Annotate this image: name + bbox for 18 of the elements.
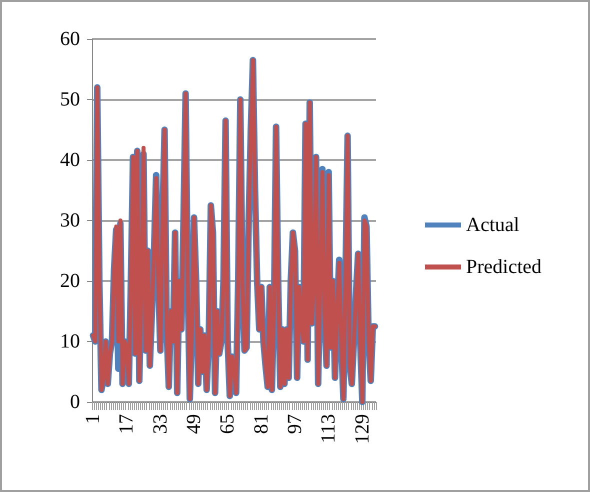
y-tick-label: 60 (60, 28, 80, 50)
y-tick-label: 20 (60, 270, 80, 292)
y-tick-label: 50 (60, 88, 80, 110)
x-tick-label: 65 (216, 414, 239, 434)
x-tick-label: 1 (82, 414, 104, 424)
x-tick-label: 33 (149, 414, 172, 434)
x-tick-label: 97 (284, 414, 306, 434)
x-tick-label: 113 (318, 414, 340, 444)
y-tick-label: 30 (60, 210, 80, 232)
legend-label: Actual (466, 214, 520, 236)
x-tick-label: 49 (183, 414, 206, 434)
y-tick-label: 40 (60, 149, 80, 171)
y-tick-label: 0 (70, 391, 80, 413)
legend-label: Predicted (466, 256, 542, 278)
x-tick-label: 81 (250, 414, 272, 434)
y-tick-label: 10 (60, 330, 80, 352)
x-tick-label: 17 (116, 414, 138, 434)
x-tick-label: 129 (351, 414, 374, 444)
